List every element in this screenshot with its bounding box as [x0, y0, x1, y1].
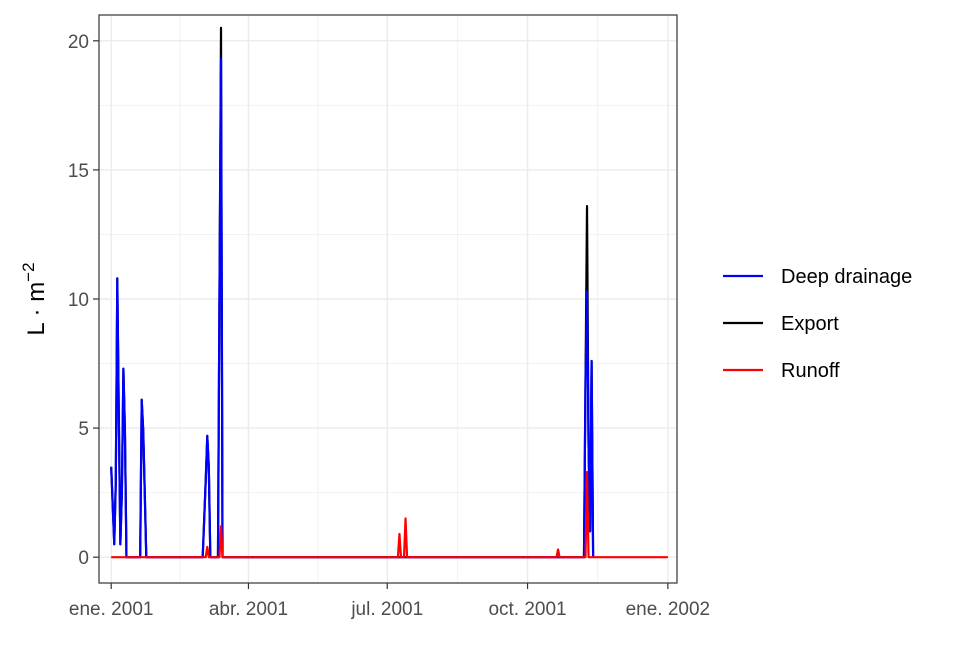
- x-tick-label: ene. 2001: [69, 599, 154, 620]
- y-tick-label: 5: [78, 419, 89, 440]
- x-tick-label: ene. 2002: [626, 599, 711, 620]
- legend: Deep drainage Export Runoff: [723, 266, 912, 382]
- x-axis: ene. 2001 abr. 2001 jul. 2001 oct. 2001 ene.…: [69, 583, 710, 620]
- series-line-runoff: [111, 470, 668, 559]
- legend-label-runoff: Runoff: [781, 360, 840, 382]
- y-axis: 0 5 10 15 20: [68, 32, 99, 569]
- y-axis-title: L · m−2: [19, 262, 50, 335]
- x-tick-label: abr. 2001: [209, 599, 288, 620]
- y-axis-title-superscript: −2: [19, 262, 38, 281]
- y-tick-label: 10: [68, 290, 89, 311]
- y-tick-label: 15: [68, 161, 89, 182]
- legend-label-deep-drainage: Deep drainage: [781, 266, 912, 288]
- x-tick-label: jul. 2001: [350, 599, 423, 620]
- y-axis-title-base: L · m: [23, 282, 50, 336]
- x-tick-label: oct. 2001: [488, 599, 566, 620]
- legend-label-export: Export: [781, 313, 839, 335]
- series-layer: [110, 26, 668, 559]
- y-tick-label: 0: [78, 548, 89, 569]
- y-tick-label: 20: [68, 32, 89, 53]
